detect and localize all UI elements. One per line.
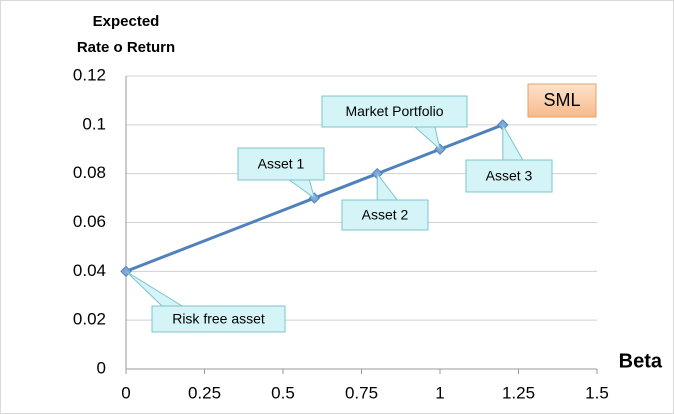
- callout-box: [237, 147, 325, 181]
- callout-label: Market Portfolio: [345, 103, 443, 119]
- y-tick-label: 0.02: [73, 310, 106, 329]
- callout-box: [321, 95, 468, 128]
- y-tick-label: 0.1: [82, 114, 106, 133]
- y-tick-label: 0.12: [73, 65, 106, 84]
- x-tick-label: 1.5: [585, 383, 609, 402]
- y-tick-label: 0.04: [73, 261, 106, 280]
- callout-label: Asset 3: [486, 168, 533, 184]
- y-tick-label: 0: [97, 358, 106, 377]
- x-tick-label: 0.5: [271, 383, 295, 402]
- callout-label: Asset 2: [362, 207, 409, 223]
- x-axis-label: Beta: [619, 350, 663, 372]
- x-tick-label: 0.75: [345, 383, 378, 402]
- y-tick-label: 0.08: [73, 163, 106, 182]
- x-tick-label: 1.25: [502, 383, 535, 402]
- y-tick-label: 0.06: [73, 212, 106, 231]
- y-axis-label: Rate o Return: [77, 39, 175, 56]
- series-label-box: [527, 83, 597, 118]
- callout-box: [465, 159, 553, 193]
- callout-label: Risk free asset: [172, 311, 265, 327]
- x-tick-label: 0: [121, 383, 130, 402]
- callout-box: [341, 199, 429, 231]
- series-label: SML: [543, 90, 580, 110]
- callout-label: Asset 1: [258, 156, 305, 172]
- x-tick-label: 0.25: [188, 383, 221, 402]
- x-tick-label: 1: [435, 383, 444, 402]
- callout-box: [151, 305, 286, 333]
- y-axis-label: Expected: [93, 13, 160, 30]
